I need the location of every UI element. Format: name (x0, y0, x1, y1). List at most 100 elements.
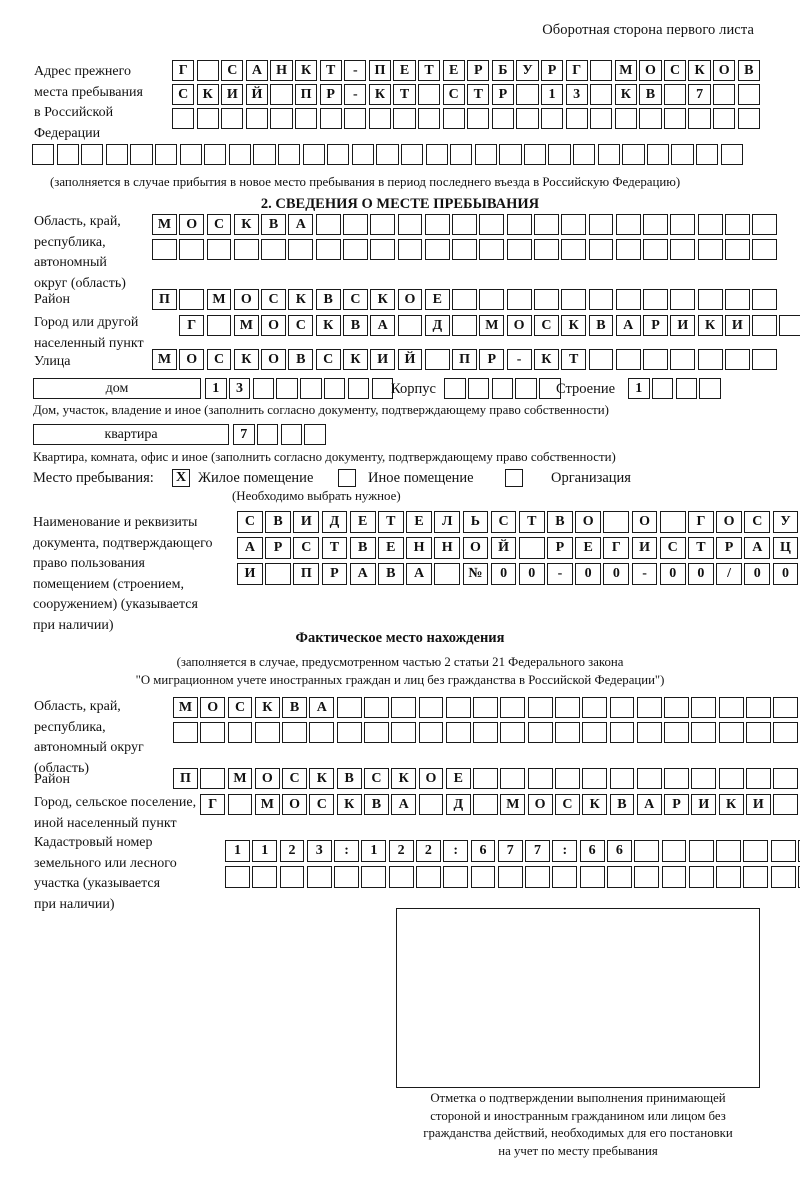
char-cell[interactable]: О (575, 511, 602, 533)
char-cell[interactable]: Р (321, 563, 348, 585)
char-cell[interactable] (664, 697, 689, 718)
char-cell[interactable]: Р (664, 794, 689, 815)
char-cell[interactable]: 2 (415, 840, 441, 862)
char-cell[interactable]: Г (603, 537, 630, 559)
char-cell[interactable] (614, 108, 637, 129)
char-cell[interactable]: 1 (252, 840, 278, 862)
char-cell[interactable] (561, 239, 587, 260)
char-cell[interactable]: К (561, 315, 587, 336)
char-cell[interactable]: Т (321, 537, 348, 559)
char-cell[interactable] (306, 866, 332, 888)
char-cell[interactable]: В (349, 537, 376, 559)
char-cell[interactable] (770, 866, 796, 888)
char-cell[interactable] (643, 349, 668, 370)
char-cell[interactable]: Г (200, 794, 226, 815)
char-cell[interactable] (342, 239, 368, 260)
char-cell[interactable] (720, 144, 743, 165)
char-cell[interactable]: О (418, 768, 444, 789)
char-cell[interactable]: М (500, 794, 526, 815)
char-cell[interactable]: 3 (228, 378, 251, 399)
char-cell[interactable] (691, 722, 717, 743)
char-cell[interactable]: В (261, 214, 287, 235)
char-cell[interactable] (445, 722, 471, 743)
char-cell[interactable] (745, 768, 771, 789)
char-cell[interactable]: В (363, 794, 389, 815)
char-cell[interactable]: К (196, 84, 219, 105)
char-cell[interactable]: Е (424, 289, 450, 310)
char-cell[interactable] (452, 214, 477, 235)
char-cell[interactable]: Д (321, 511, 348, 533)
char-cell[interactable]: М (206, 289, 232, 310)
char-cell[interactable] (579, 866, 605, 888)
char-cell[interactable] (282, 722, 308, 743)
char-cell[interactable]: М (479, 315, 505, 336)
char-cell[interactable] (615, 289, 641, 310)
char-cell[interactable] (773, 794, 799, 815)
char-cell[interactable]: П (173, 768, 198, 789)
char-cell[interactable] (196, 108, 219, 129)
char-cell[interactable]: П (152, 289, 177, 310)
char-cell[interactable]: И (293, 511, 320, 533)
char-cell[interactable]: К (336, 794, 362, 815)
char-cell[interactable]: Е (575, 537, 602, 559)
char-cell[interactable]: Р (716, 537, 742, 559)
char-cell[interactable] (713, 108, 736, 129)
char-cell[interactable] (636, 722, 662, 743)
char-cell[interactable] (697, 349, 723, 370)
char-cell[interactable] (179, 239, 205, 260)
char-cell[interactable]: Т (417, 60, 441, 81)
char-cell[interactable] (588, 239, 614, 260)
char-cell[interactable] (443, 866, 469, 888)
char-cell[interactable]: К (391, 768, 417, 789)
char-cell[interactable]: Р (467, 60, 490, 81)
char-cell[interactable]: Й (490, 537, 517, 559)
char-cell[interactable]: М (233, 315, 259, 336)
char-cell[interactable] (636, 697, 662, 718)
char-cell[interactable] (773, 697, 799, 718)
char-cell[interactable]: И (670, 315, 696, 336)
char-cell[interactable] (724, 289, 750, 310)
char-cell[interactable] (716, 866, 741, 888)
char-cell[interactable]: Ц (772, 537, 799, 559)
char-cell[interactable] (675, 378, 698, 399)
char-cell[interactable]: М (227, 768, 253, 789)
char-cell[interactable]: К (614, 84, 637, 105)
char-cell[interactable] (233, 239, 259, 260)
char-cell[interactable]: : (552, 840, 578, 862)
char-cell[interactable] (527, 722, 553, 743)
char-cell[interactable]: 1 (361, 840, 387, 862)
char-cell[interactable] (615, 239, 641, 260)
char-cell[interactable]: С (309, 794, 335, 815)
char-cell[interactable]: И (631, 537, 658, 559)
char-cell[interactable]: Т (393, 84, 416, 105)
char-cell[interactable] (554, 697, 580, 718)
char-cell[interactable]: С (363, 768, 389, 789)
char-cell[interactable]: Н (270, 60, 293, 81)
char-cell[interactable] (661, 840, 687, 862)
char-cell[interactable] (470, 866, 496, 888)
char-cell[interactable] (154, 144, 178, 165)
char-cell[interactable]: П (293, 563, 320, 585)
char-cell[interactable] (540, 108, 564, 129)
char-cell[interactable]: А (744, 537, 771, 559)
char-cell[interactable]: И (370, 349, 396, 370)
char-cell[interactable] (527, 697, 553, 718)
char-cell[interactable] (315, 239, 341, 260)
char-cell[interactable] (651, 378, 674, 399)
char-cell[interactable] (397, 214, 423, 235)
char-cell[interactable] (32, 144, 55, 165)
char-cell[interactable] (347, 378, 370, 399)
char-cell[interactable] (554, 722, 580, 743)
char-cell[interactable] (718, 768, 744, 789)
char-cell[interactable] (397, 315, 423, 336)
char-cell[interactable]: Н (406, 537, 432, 559)
char-cell[interactable]: М (152, 214, 177, 235)
char-cell[interactable]: 1 (225, 840, 250, 862)
char-cell[interactable] (279, 866, 305, 888)
char-cell[interactable] (417, 108, 441, 129)
char-cell[interactable] (523, 144, 547, 165)
char-cell[interactable] (418, 722, 444, 743)
char-cell[interactable] (473, 722, 498, 743)
char-cell[interactable]: К (288, 289, 314, 310)
char-cell[interactable] (724, 349, 750, 370)
